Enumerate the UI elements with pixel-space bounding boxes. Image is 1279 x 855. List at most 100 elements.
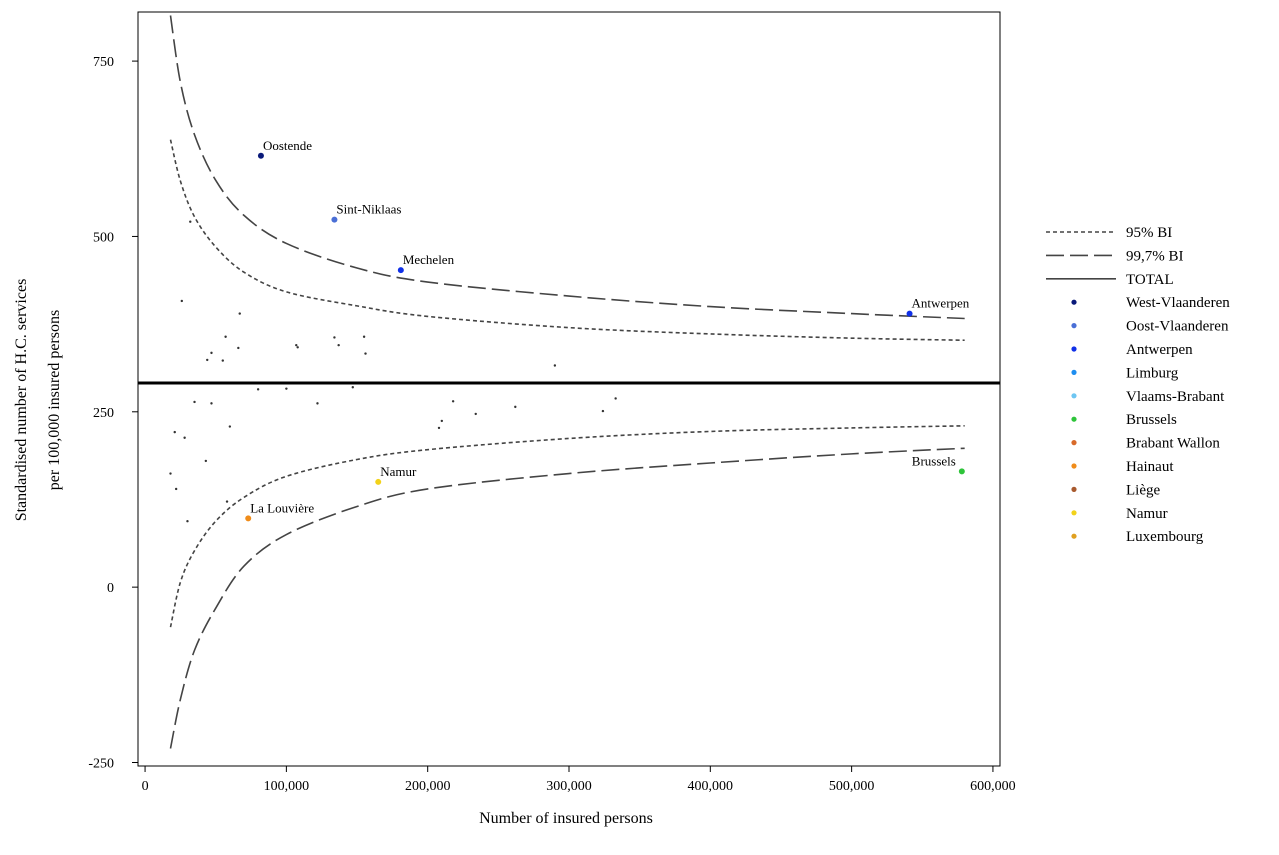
data-point [206,358,209,362]
data-point [256,388,260,391]
point-labels: Oostende Sint-Niklaas Mechelen Antwerpen Nam… [250,138,970,516]
data-point [295,343,298,347]
legend-marker [1071,510,1077,516]
y-tick-label: 250 [93,406,114,421]
data-point [189,220,192,223]
data-point [451,400,455,403]
y-axis-title-line-2: per 100,000 insured persons [46,310,63,490]
legend-entry: Hainaut [1126,459,1174,475]
legend-entry: Antwerpen [1126,342,1193,358]
bi997-lower-line [169,447,965,749]
x-axis-title: Number of insured persons [479,810,653,827]
legend-entry: 95% BI [1126,225,1172,241]
data-point [225,500,229,503]
data-point [614,397,617,400]
legend-entry: Oost-Vlaanderen [1126,319,1229,335]
legend-entry: Brabant Wallon [1126,436,1220,452]
data-point [183,436,186,439]
data-point [224,335,227,338]
legend-entry: Liège [1126,482,1160,498]
data-point [362,335,366,338]
point-label: Antwerpen [912,296,970,311]
x-tick-label: 400,000 [688,779,734,794]
x-tick-label: 600,000 [970,779,1016,794]
data-point [180,299,184,303]
legend-entry: Limburg [1126,365,1179,381]
data-point [174,487,178,491]
y-tick-label: 750 [93,55,114,70]
legend-marker [1071,463,1077,469]
legend-marker [1071,393,1077,399]
data-point [364,352,367,355]
data-point [210,402,213,405]
data-point [437,426,441,430]
legend-entry: Luxembourg [1126,529,1204,545]
legend-entry: West-Vlaanderen [1126,295,1230,311]
y-axis-title: Standardised number of H.C. services per… [13,279,63,522]
legend-marker [1071,369,1077,375]
data-point [296,346,299,349]
highlight-point [245,515,252,522]
data-point [514,405,517,409]
point-label: Sint-Niklaas [336,202,401,217]
data-point [193,400,196,404]
point-label: Brussels [912,453,956,468]
data-point [238,312,241,315]
data-point [186,520,189,523]
data-point [228,425,232,428]
legend-entry: Namur [1126,506,1168,522]
data-point [333,336,336,339]
legend-entry: Vlaams-Brabant [1126,389,1225,405]
legend-marker [1071,440,1077,446]
x-tick-label: 0 [142,779,149,794]
highlight-point [331,216,338,223]
legend: 95% BI 99,7% BI TOTAL West-Vlaanderen Oost-V… [1046,225,1230,545]
data-point [221,359,224,362]
legend-marker [1071,416,1077,422]
plot-area [137,11,1001,767]
y-axis-title-line-1: Standardised number of H.C. services [13,279,30,522]
y-tick-label: -250 [88,756,114,771]
x-tick-label: 100,000 [264,779,310,794]
bi997-upper-line [169,15,965,320]
point-label: Namur [380,464,417,479]
legend-entry: 99,7% BI [1126,248,1184,264]
legend-marker [1071,323,1077,329]
highlight-point [375,478,382,485]
data-point [237,346,240,350]
confidence-curves [138,15,1000,749]
y-tick-label: 0 [107,581,114,596]
data-point [316,402,319,405]
legend-marker [1071,533,1077,539]
data-points [169,152,965,523]
data-point [285,387,288,390]
data-point [337,343,340,347]
legend-marker [1071,346,1077,352]
plot-border [137,11,1001,767]
data-point [169,472,172,475]
highlight-point [257,152,264,159]
highlight-point [906,310,913,317]
point-label: Oostende [263,138,312,153]
data-point [553,364,557,367]
legend-marker [1071,299,1077,305]
legend-entry: Brussels [1126,412,1177,428]
data-point [474,412,477,416]
y-tick-label: 500 [93,230,114,245]
data-point [210,351,213,355]
point-label: La Louvière [250,500,314,515]
x-tick-label: 500,000 [829,779,875,794]
axes: 0 100,000 200,000 300,000 400,000 500,000 600,… [88,55,1015,794]
highlight-point [958,468,965,475]
data-point [351,386,354,389]
bi95-upper-line [169,139,965,342]
highlight-point [397,267,404,274]
x-tick-label: 300,000 [546,779,592,794]
legend-marker [1071,486,1077,492]
data-point [440,419,444,423]
x-tick-label: 200,000 [405,779,451,794]
data-point [204,459,208,463]
data-point [173,430,176,434]
legend-entry: TOTAL [1126,272,1174,288]
